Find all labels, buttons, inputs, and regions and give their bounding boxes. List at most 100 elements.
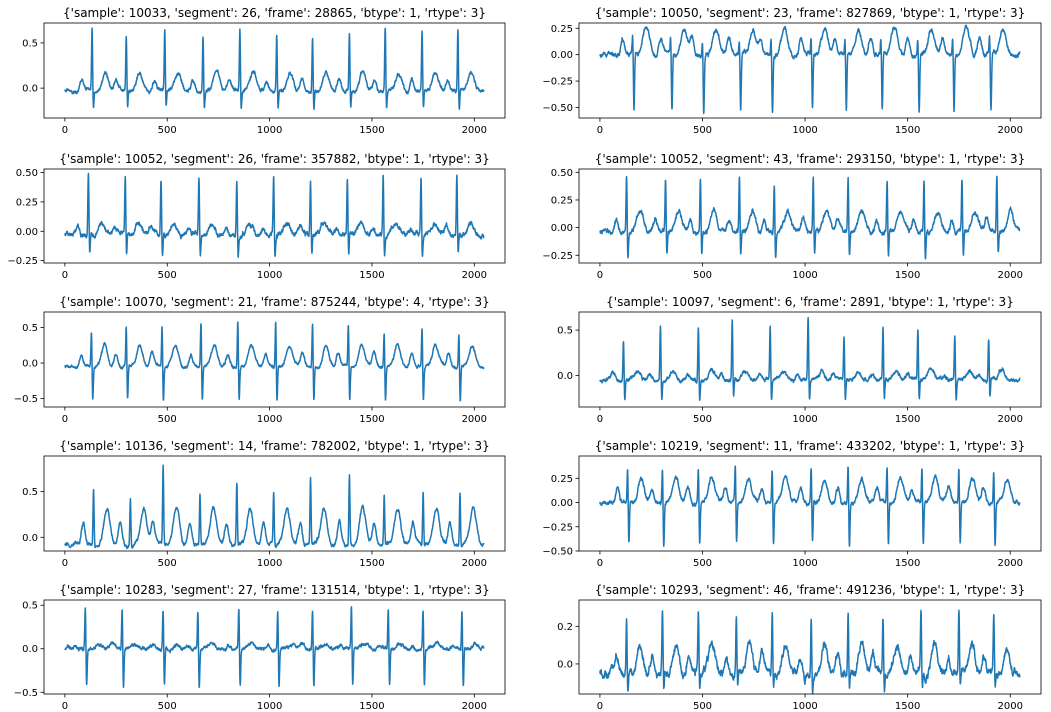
y-tick-label: 0.25	[551, 474, 573, 485]
y-tick-label: 0.0	[557, 659, 573, 670]
subplot-7: {'sample': 10136, 'segment': 14, 'frame'…	[22, 439, 506, 569]
x-tick-label: 500	[693, 558, 712, 569]
x-tick-label: 2000	[462, 701, 487, 712]
x-tick-label: 500	[693, 125, 712, 136]
y-tick-label: 0.50	[16, 168, 38, 179]
x-tick-label: 1000	[792, 270, 817, 281]
subplot-title: {'sample': 10052, 'segment': 43, 'frame'…	[595, 152, 1026, 166]
signal-line	[599, 175, 1021, 260]
x-tick-label: 1500	[359, 414, 384, 425]
y-tick-label: 0.0	[22, 533, 38, 544]
x-tick-label: 1000	[257, 270, 282, 281]
x-tick-label: 1500	[359, 558, 384, 569]
subplot-10: {'sample': 10293, 'segment': 46, 'frame'…	[557, 583, 1042, 712]
subplot-2: {'sample': 10050, 'segment': 23, 'frame'…	[542, 6, 1042, 136]
subplot-3: {'sample': 10052, 'segment': 26, 'frame'…	[7, 152, 506, 281]
x-tick-label: 1500	[895, 270, 920, 281]
subplot-title: {'sample': 10097, 'segment': 6, 'frame':…	[606, 295, 1014, 309]
y-tick-label: −0.5	[14, 394, 38, 405]
x-tick-label: 500	[693, 414, 712, 425]
x-tick-label: 1500	[895, 414, 920, 425]
x-tick-label: 0	[597, 701, 603, 712]
y-tick-label: −0.5	[14, 688, 38, 699]
signal-line	[64, 464, 485, 550]
x-tick-label: 1500	[895, 125, 920, 136]
y-tick-label: 0.5	[22, 601, 38, 612]
y-tick-label: −0.25	[7, 256, 38, 267]
subplot-6: {'sample': 10097, 'segment': 6, 'frame':…	[557, 295, 1042, 425]
y-tick-label: −0.25	[542, 522, 573, 533]
axes-frame	[43, 599, 506, 695]
x-tick-label: 500	[158, 558, 177, 569]
y-tick-label: 0.25	[16, 197, 38, 208]
x-tick-label: 1000	[257, 414, 282, 425]
axes-frame	[43, 168, 506, 264]
y-tick-label: 0.0	[22, 644, 38, 655]
x-tick-label: 1000	[792, 558, 817, 569]
axes-frame	[578, 455, 1042, 552]
y-tick-label: −0.50	[542, 103, 573, 114]
signal-line	[599, 609, 1021, 694]
x-tick-label: 2000	[462, 558, 487, 569]
y-tick-label: 0.0	[22, 84, 38, 95]
y-tick-label: 0.2	[557, 622, 573, 633]
subplot-title: {'sample': 10033, 'segment': 26, 'frame'…	[63, 6, 486, 20]
x-tick-label: 2000	[462, 270, 487, 281]
x-tick-label: 2000	[998, 270, 1023, 281]
axes-frame	[578, 311, 1042, 408]
x-tick-label: 1500	[359, 701, 384, 712]
subplot-5: {'sample': 10070, 'segment': 21, 'frame'…	[14, 295, 506, 425]
y-tick-label: 0.0	[557, 371, 573, 382]
y-tick-label: 0.00	[551, 50, 573, 61]
subplot-title: {'sample': 10070, 'segment': 21, 'frame'…	[59, 295, 490, 309]
y-tick-label: 0.25	[551, 195, 573, 206]
y-tick-label: 0.25	[551, 24, 573, 35]
y-tick-label: 0.5	[22, 323, 38, 334]
subplot-title: {'sample': 10219, 'segment': 11, 'frame'…	[595, 439, 1026, 453]
subplot-title: {'sample': 10293, 'segment': 46, 'frame'…	[595, 583, 1026, 597]
x-tick-label: 1500	[359, 125, 384, 136]
x-tick-label: 0	[62, 414, 68, 425]
x-tick-label: 1500	[895, 558, 920, 569]
x-tick-label: 2000	[462, 125, 487, 136]
x-tick-label: 0	[597, 270, 603, 281]
axes-frame	[43, 311, 506, 408]
x-tick-label: 1000	[257, 125, 282, 136]
x-tick-label: 0	[62, 125, 68, 136]
axes-frame	[43, 22, 506, 119]
subplot-title: {'sample': 10283, 'segment': 27, 'frame'…	[59, 583, 490, 597]
subplot-4: {'sample': 10052, 'segment': 43, 'frame'…	[542, 152, 1042, 281]
y-tick-label: 0.50	[551, 168, 573, 179]
x-tick-label: 0	[597, 125, 603, 136]
signal-line	[64, 172, 485, 258]
x-tick-label: 0	[62, 701, 68, 712]
x-tick-label: 1000	[792, 125, 817, 136]
signal-line	[599, 24, 1021, 115]
x-tick-label: 500	[693, 270, 712, 281]
y-tick-label: 0.5	[22, 487, 38, 498]
axes-frame	[578, 599, 1042, 695]
x-tick-label: 500	[693, 701, 712, 712]
x-tick-label: 0	[597, 558, 603, 569]
x-tick-label: 2000	[998, 701, 1023, 712]
x-tick-label: 0	[597, 414, 603, 425]
subplot-8: {'sample': 10219, 'segment': 11, 'frame'…	[542, 439, 1042, 569]
signal-line	[64, 27, 485, 111]
x-tick-label: 1000	[792, 414, 817, 425]
y-tick-label: 0.5	[557, 326, 573, 337]
subplot-title: {'sample': 10050, 'segment': 23, 'frame'…	[595, 6, 1026, 20]
axes-frame	[578, 168, 1042, 264]
y-tick-label: −0.50	[542, 547, 573, 558]
x-tick-label: 500	[158, 701, 177, 712]
y-tick-label: 0.0	[22, 359, 38, 370]
signal-line	[599, 465, 1021, 548]
x-tick-label: 2000	[998, 558, 1023, 569]
x-tick-label: 500	[158, 414, 177, 425]
x-tick-label: 1500	[359, 270, 384, 281]
x-tick-label: 500	[158, 125, 177, 136]
x-tick-label: 1000	[792, 701, 817, 712]
y-tick-label: 0.00	[16, 227, 38, 238]
subplot-1: {'sample': 10033, 'segment': 26, 'frame'…	[22, 6, 506, 136]
y-tick-label: 0.00	[551, 223, 573, 234]
